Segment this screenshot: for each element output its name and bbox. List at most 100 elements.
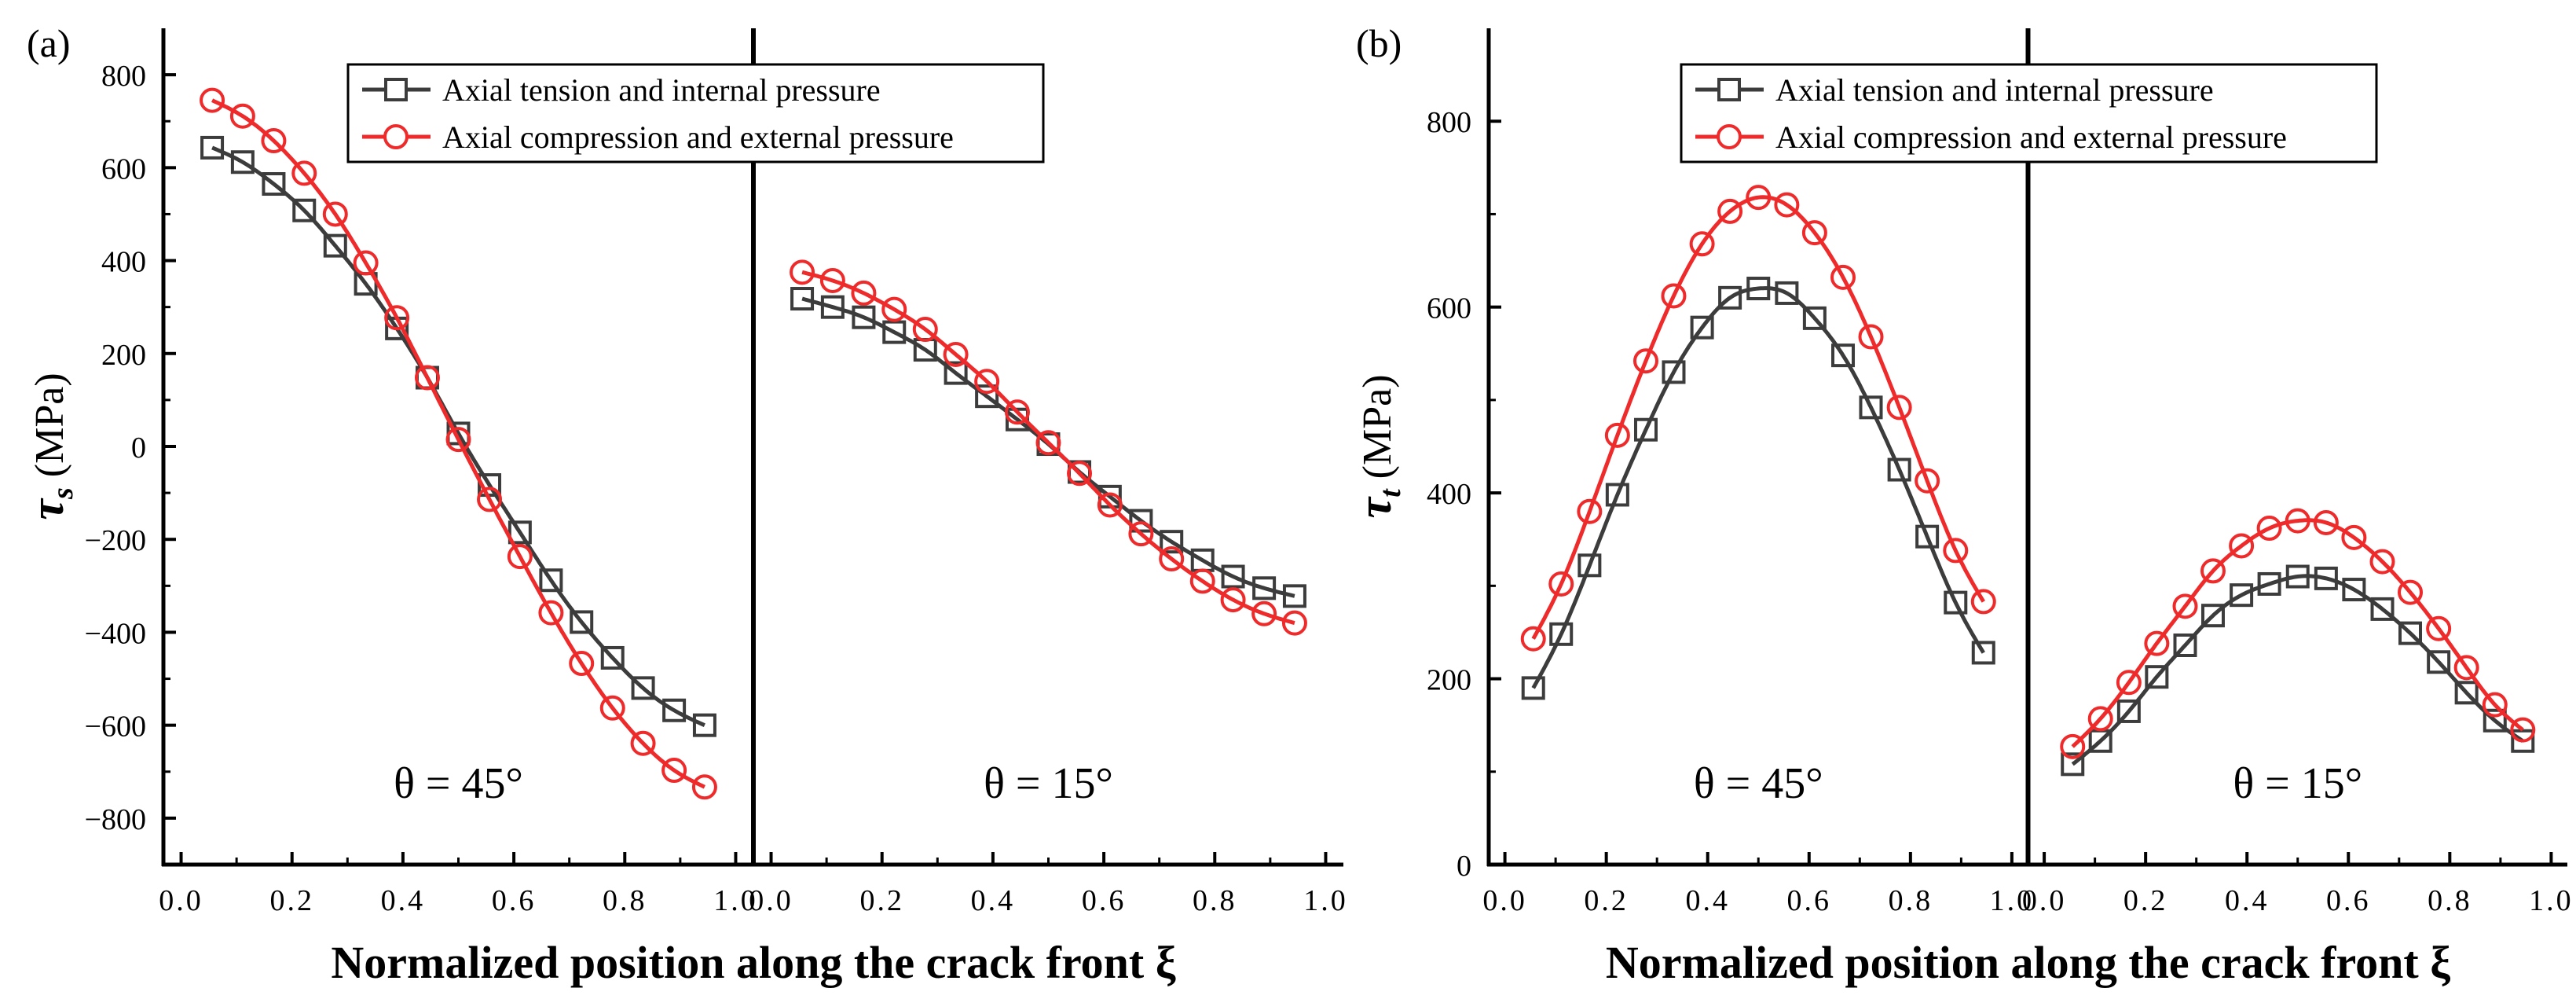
data-point-square <box>944 361 968 385</box>
data-point-circle <box>1717 198 1743 224</box>
data-point-square <box>570 610 594 634</box>
series-line-compression <box>2071 518 2524 748</box>
data-point-circle <box>1128 521 1154 547</box>
y-tick-label: 600 <box>101 152 146 185</box>
data-point-square <box>1521 676 1545 700</box>
data-point-circle <box>2229 533 2255 559</box>
data-point-circle <box>1661 283 1687 309</box>
theta-annotation: θ = 45° <box>1694 759 1823 808</box>
x-tick-label: 0.6 <box>1787 884 1832 917</box>
data-point-square <box>2370 597 2395 621</box>
x-tick-label: 0.6 <box>492 884 537 917</box>
data-point-circle <box>229 103 255 129</box>
y-tick-label: 200 <box>101 339 146 372</box>
data-point-square <box>2200 604 2225 628</box>
data-point-square <box>975 384 999 409</box>
y-axis-label-subscript: t <box>1374 488 1407 498</box>
data-point-circle <box>507 544 533 570</box>
data-point-circle <box>1159 546 1185 572</box>
y-tick-label: −800 <box>85 803 146 836</box>
data-point-square <box>790 287 815 311</box>
legend-marker-circle <box>1717 124 1742 149</box>
y-tick-label: 400 <box>1427 478 1471 511</box>
data-point-circle <box>477 487 503 512</box>
data-point-square <box>1160 530 1184 554</box>
data-point-circle <box>912 317 938 343</box>
data-point-square <box>2314 566 2338 590</box>
data-point-square <box>2342 578 2366 602</box>
y-axis-label-unit: (MPa) <box>27 373 72 487</box>
legend-box <box>346 63 1045 163</box>
data-point-square <box>508 520 532 545</box>
data-point-square <box>230 150 255 174</box>
x-tick-label: 0.8 <box>2428 884 2472 917</box>
data-point-square <box>1633 417 1658 442</box>
data-point-square <box>2230 583 2254 608</box>
data-point-circle <box>1774 192 1800 218</box>
data-point-circle <box>1520 626 1546 652</box>
x-tick-label: 0.4 <box>1685 884 1730 917</box>
data-point-circle <box>974 369 1000 395</box>
data-point-circle <box>384 305 410 331</box>
data-point-square <box>1775 281 1799 305</box>
data-point-circle <box>1746 185 1772 211</box>
y-axis-label-unit: (MPa) <box>1355 374 1400 489</box>
x-tick-label: 0.4 <box>2225 884 2270 917</box>
legend-label-compression: Axial compression and external pressure <box>442 119 954 155</box>
data-point-circle <box>1577 498 1603 524</box>
data-point-square <box>1915 524 1940 549</box>
x-tick-label: 1.0 <box>713 884 758 917</box>
y-tick-label: 800 <box>101 60 146 93</box>
data-point-circle <box>261 128 287 154</box>
data-point-square <box>662 698 687 722</box>
data-point-circle <box>445 427 471 453</box>
data-point-circle <box>538 600 564 626</box>
y-axis-label: τs (MPa) <box>21 373 79 520</box>
data-point-square <box>1802 306 1827 330</box>
y-axis-label: τt (MPa) <box>1349 374 1407 518</box>
data-point-square <box>2257 571 2281 596</box>
data-point-square <box>1971 641 1995 665</box>
data-point-square <box>1662 360 1686 384</box>
data-point-circle <box>2426 615 2452 641</box>
data-point-circle <box>1915 468 1940 494</box>
x-tick-label: 0.2 <box>1584 884 1629 917</box>
data-point-circle <box>2116 670 2142 696</box>
data-point-square <box>1605 483 1629 507</box>
y-axis-label-symbol: τ <box>1349 496 1401 519</box>
data-point-circle <box>2285 508 2310 534</box>
x-tick-label: 0.6 <box>1082 884 1127 917</box>
data-point-square <box>1282 584 1306 608</box>
data-point-circle <box>1251 601 1277 626</box>
chart-panel-1: (a) −800 −600 −400 −200 0 200 400 600 800 τs (MPa)… <box>21 21 1346 988</box>
data-point-circle <box>200 87 225 113</box>
theta-annotation: θ = 15° <box>2233 759 2362 808</box>
data-point-square <box>323 233 347 258</box>
data-point-square <box>292 198 317 222</box>
data-point-square <box>1577 553 1602 578</box>
data-point-square <box>2427 650 2451 674</box>
data-point-circle <box>1801 220 1827 246</box>
x-tick-label: 0.8 <box>1193 884 1237 917</box>
data-point-square <box>1944 590 1968 615</box>
data-point-square <box>200 135 225 160</box>
data-point-square <box>852 305 876 329</box>
data-point-circle <box>1548 571 1574 597</box>
data-point-circle <box>2369 549 2395 575</box>
data-point-circle <box>2256 516 2282 542</box>
data-point-square <box>1887 457 1911 482</box>
data-point-circle <box>1689 231 1715 257</box>
data-point-square <box>2145 665 2169 689</box>
legend-marker-circle <box>383 124 409 149</box>
data-point-circle <box>414 365 440 391</box>
x-tick-label: 0.0 <box>1482 884 1527 917</box>
data-point-square <box>2483 708 2507 733</box>
data-point-circle <box>1097 492 1123 518</box>
data-point-circle <box>599 695 625 721</box>
x-tick-label: 0.6 <box>2326 884 2371 917</box>
data-point-square <box>2398 621 2423 645</box>
data-point-square <box>2454 681 2479 705</box>
data-point-circle <box>1858 324 1884 350</box>
